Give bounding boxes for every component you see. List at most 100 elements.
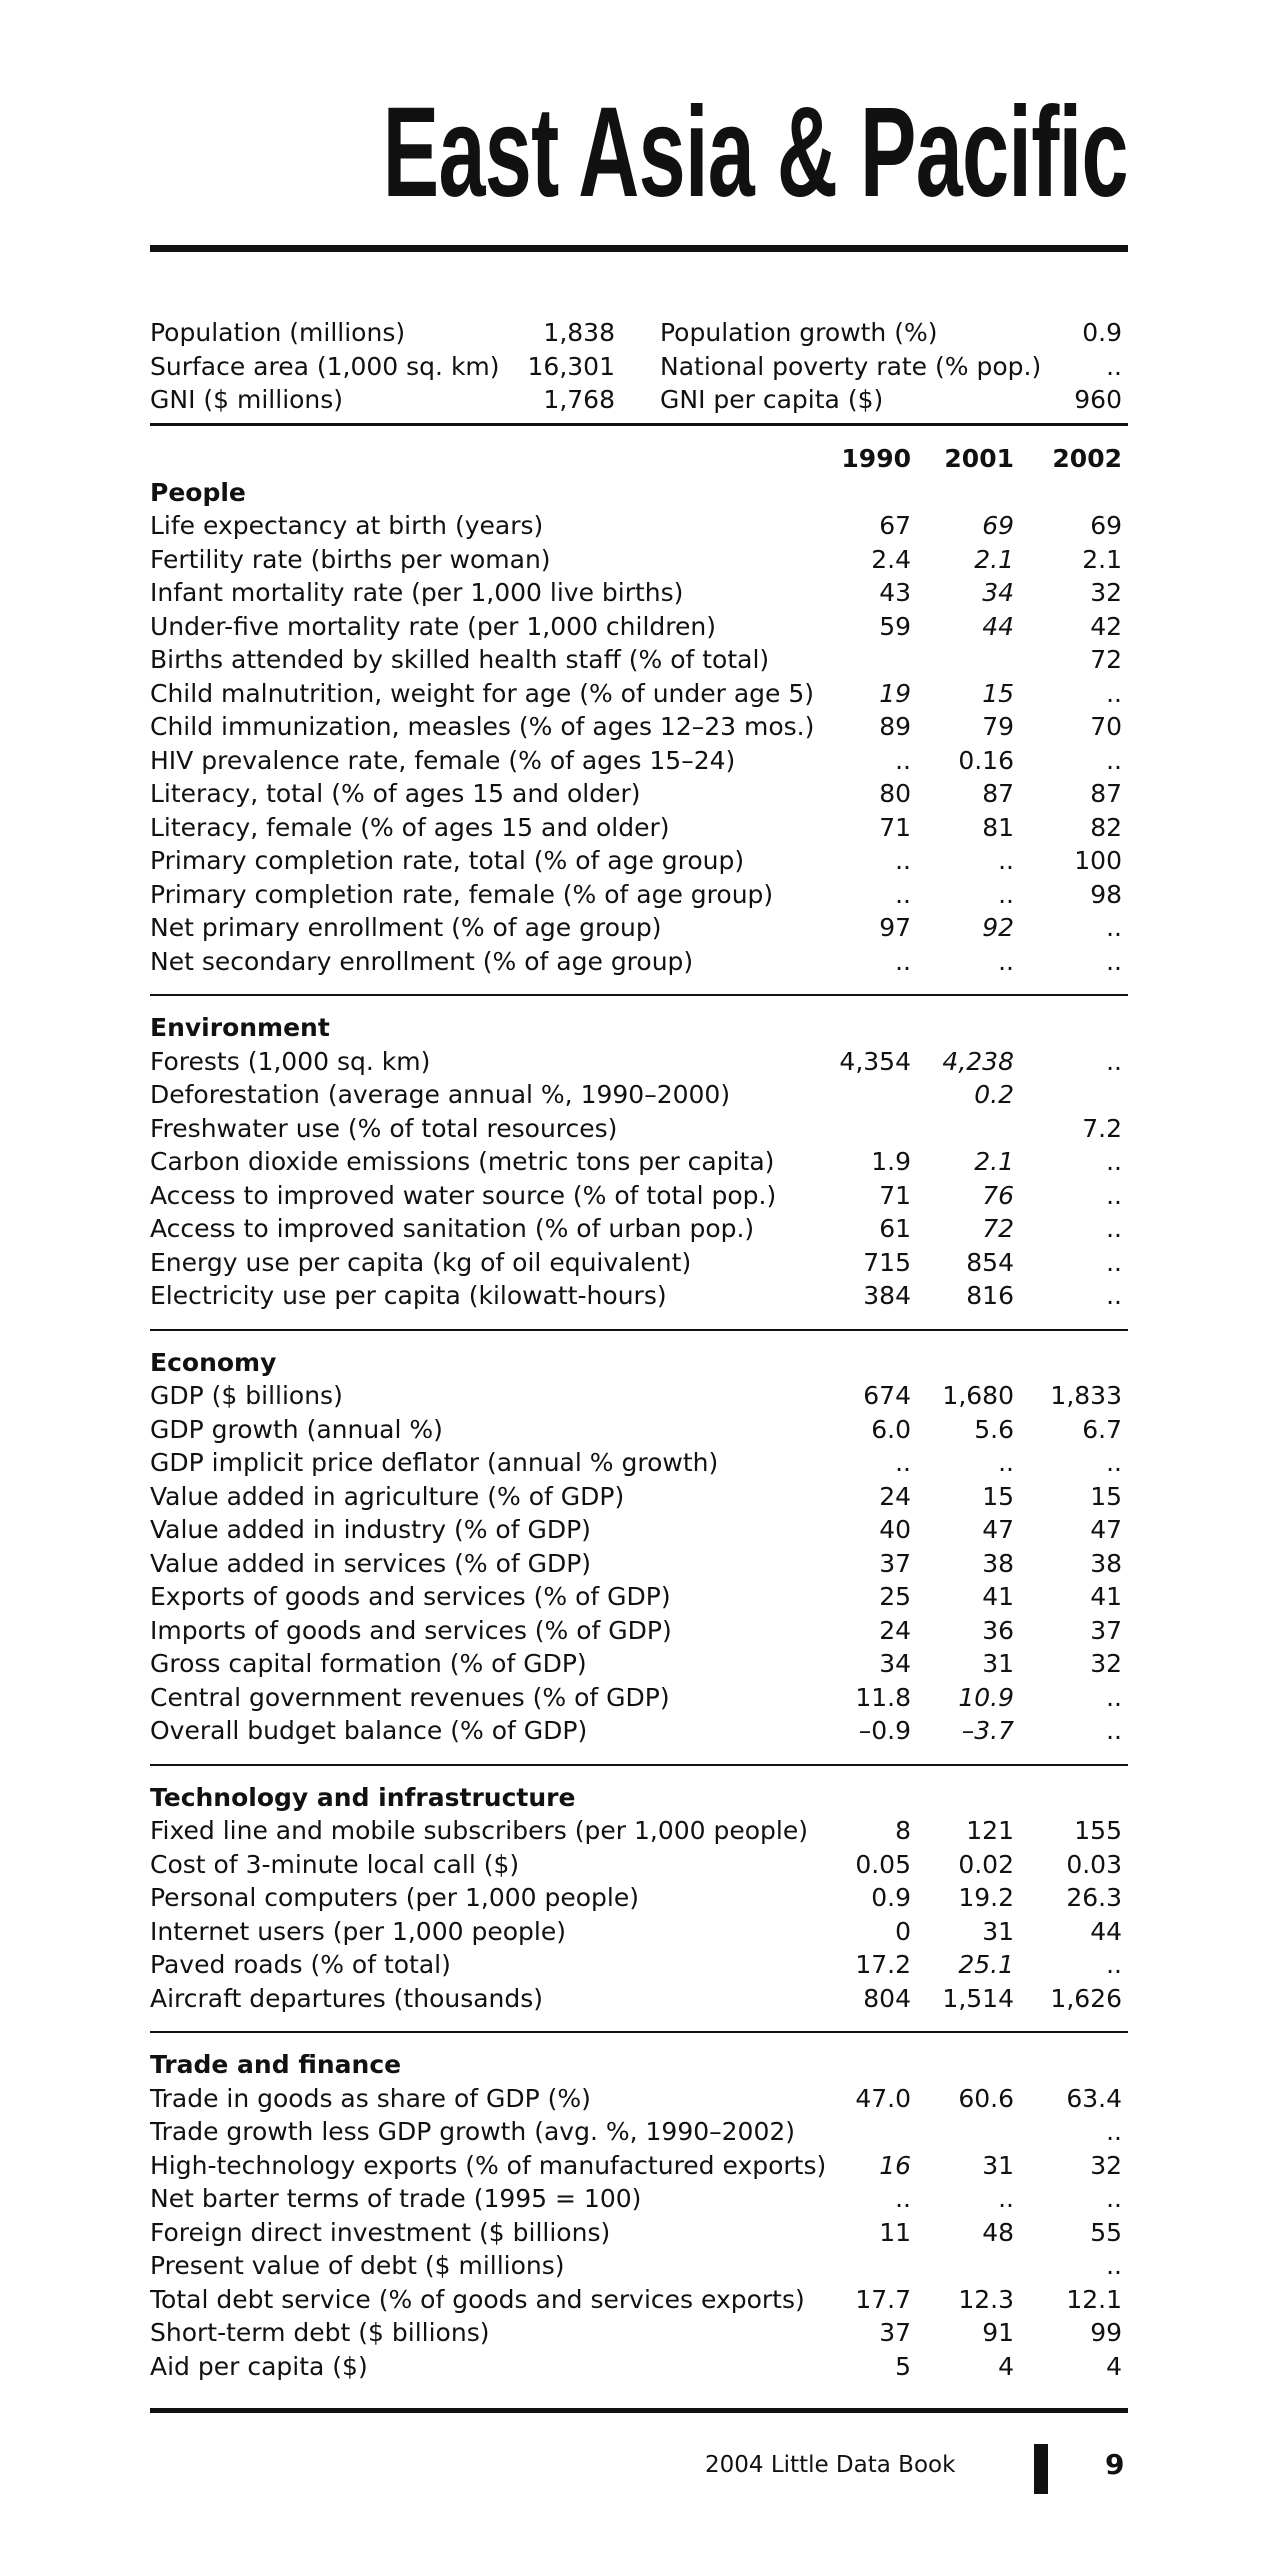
cell-value: 70 [1090, 712, 1122, 741]
cell-value: 7.2 [1082, 1113, 1122, 1143]
table-row: Fertility rate (births per woman) 2.4 2.1 2… [150, 543, 1128, 577]
table-row: Access to improved sanitation (% of urba… [150, 1212, 1128, 1246]
table-row: Child immunization, measles (% of ages 1… [150, 710, 1128, 744]
cell-value: .. [1106, 1147, 1122, 1176]
cell-value: 40 [879, 1515, 911, 1544]
table-row: Short-term debt ($ billions) 37 91 99 [150, 2316, 1128, 2350]
cell-value: 38 [1090, 1548, 1122, 1578]
cell-value: 79 [982, 712, 1014, 741]
cell-value: 1,833 [1050, 1381, 1122, 1410]
table-row: Value added in industry (% of GDP) 40 47 47 [150, 1513, 1128, 1547]
cell-value: .. [1106, 678, 1122, 708]
cell-value: 71 [879, 812, 911, 842]
cell-value: 16 [879, 2150, 911, 2180]
row-label: Central government revenues (% of GDP) [150, 1682, 670, 1712]
summary-value: .. [1106, 351, 1122, 381]
table-row: HIV prevalence rate, female (% of ages 1… [150, 744, 1128, 778]
cell-value: 26.3 [1066, 1883, 1122, 1912]
cell-value: 2.1 [974, 544, 1014, 574]
table-row: Births attended by skilled health staff … [150, 643, 1128, 677]
section-title: Trade and finance [150, 2050, 402, 2079]
cell-value: .. [1106, 1716, 1122, 1745]
cell-value: .. [1106, 1046, 1122, 1076]
summary-value: 1,838 [543, 318, 615, 347]
row-label: Total debt service (% of goods and servi… [150, 2284, 805, 2314]
cell-value: 89 [879, 712, 911, 741]
section-title-row: Technology and infrastructure [150, 1781, 1128, 1815]
cell-value: .. [1106, 946, 1122, 976]
cell-value: 19.2 [958, 1883, 1014, 1912]
cell-value: 47.0 [855, 2083, 911, 2113]
table-row: Electricity use per capita (kilowatt-hou… [150, 1279, 1128, 1313]
cell-value: .. [1106, 1214, 1122, 1243]
cell-value: .. [895, 2184, 911, 2213]
cell-value: 72 [982, 1214, 1014, 1243]
cell-value: 6.7 [1082, 1414, 1122, 1444]
cell-value: 91 [982, 2318, 1014, 2347]
cell-value: 4 [1106, 2351, 1122, 2381]
column-header: 2001 [944, 444, 1014, 473]
cell-value: 24 [879, 1481, 911, 1511]
summary-label: National poverty rate (% pop.) [660, 351, 1042, 381]
row-label: Paved roads (% of total) [150, 1950, 451, 1979]
row-label: Fertility rate (births per woman) [150, 544, 551, 574]
section-title-row: People [150, 476, 1128, 510]
cell-value: .. [1106, 913, 1122, 942]
table-row: Present value of debt ($ millions).. [150, 2249, 1128, 2283]
cell-value: –0.9 [858, 1716, 911, 1745]
row-label: GDP growth (annual %) [150, 1414, 443, 1444]
row-label: Gross capital formation (% of GDP) [150, 1649, 587, 1678]
page-title: East Asia & Pacific [382, 81, 1129, 224]
section-title-row: Environment [150, 1011, 1128, 1045]
cell-value: 37 [879, 2318, 911, 2347]
row-label: Literacy, total (% of ages 15 and older) [150, 779, 641, 808]
table-row: Child malnutrition, weight for age (% of… [150, 677, 1128, 711]
cell-value: 0.05 [855, 1849, 911, 1879]
cell-value: 674 [863, 1381, 911, 1410]
cell-value: 81 [982, 812, 1014, 842]
table-row: Personal computers (per 1,000 people) 0.9… [150, 1881, 1128, 1915]
column-header: 2002 [1052, 444, 1122, 473]
cell-value: 715 [863, 1247, 911, 1277]
row-label: Aircraft departures (thousands) [150, 1983, 544, 2013]
row-label: Forests (1,000 sq. km) [150, 1046, 431, 1076]
cell-value: 2.1 [1082, 544, 1122, 574]
cell-value: 63.4 [1066, 2083, 1122, 2113]
cell-value: 0.03 [1066, 1849, 1122, 1879]
row-label: Fixed line and mobile subscribers (per 1… [150, 1816, 808, 1845]
title-rule [150, 245, 1128, 252]
cell-value: .. [1106, 2184, 1122, 2213]
row-label: GDP implicit price deflator (annual % gr… [150, 1448, 719, 1477]
cell-value: 37 [879, 1548, 911, 1578]
table-row: High-technology exports (% of manufactur… [150, 2149, 1128, 2183]
row-label: Net secondary enrollment (% of age group… [150, 946, 694, 976]
cell-value: 32 [1090, 2150, 1122, 2180]
cell-value: 99 [1090, 2318, 1122, 2347]
cell-value: .. [895, 745, 911, 775]
cell-value: .. [998, 946, 1014, 976]
table-row: Aid per capita ($) 5 4 4 [150, 2350, 1128, 2384]
cell-value: 1.9 [871, 1147, 911, 1176]
cell-value: 43 [879, 578, 911, 607]
cell-value: .. [1106, 745, 1122, 775]
table-row: Energy use per capita (kg of oil equival… [150, 1246, 1128, 1280]
table-row: Cost of 3-minute local call ($) 0.05 0.02 0… [150, 1848, 1128, 1882]
cell-value: 10.9 [958, 1682, 1014, 1712]
row-label: Trade growth less GDP growth (avg. %, 19… [150, 2117, 796, 2146]
row-label: Overall budget balance (% of GDP) [150, 1716, 588, 1745]
cell-value: 48 [982, 2217, 1014, 2247]
row-label: Personal computers (per 1,000 people) [150, 1883, 640, 1912]
summary-value: 0.9 [1082, 318, 1122, 347]
cell-value: 97 [879, 913, 911, 942]
table-row: Primary completion rate, total (% of age… [150, 844, 1128, 878]
footer-bar [1034, 2444, 1048, 2494]
summary-rule [150, 423, 1128, 426]
cell-value: 55 [1090, 2217, 1122, 2247]
row-label: Infant mortality rate (per 1,000 live bi… [150, 578, 684, 607]
summary-row: Population (millions) 1,838 Population gro… [150, 316, 1128, 350]
table-row: Literacy, total (% of ages 15 and older)… [150, 777, 1128, 811]
row-label: Energy use per capita (kg of oil equival… [150, 1247, 692, 1277]
cell-value: 1,514 [942, 1983, 1014, 2013]
section-title-row: Economy [150, 1346, 1128, 1380]
table-row: Literacy, female (% of ages 15 and older… [150, 811, 1128, 845]
